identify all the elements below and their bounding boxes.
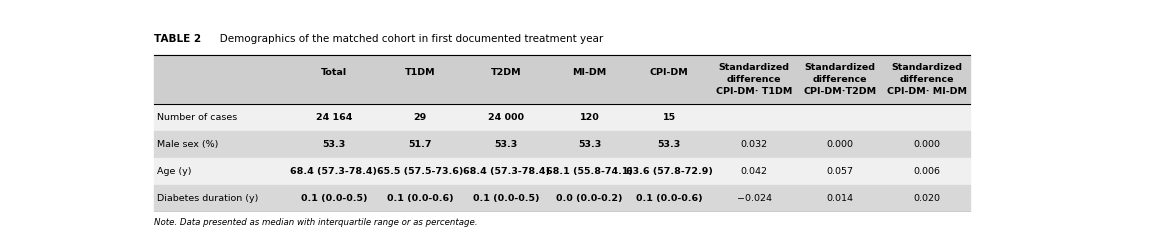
Text: 0.1 (0.0-0.5): 0.1 (0.0-0.5)	[473, 194, 539, 203]
Text: 68.4 (57.3-78.4): 68.4 (57.3-78.4)	[462, 167, 550, 176]
Text: 51.7: 51.7	[408, 140, 432, 149]
Text: 0.042: 0.042	[741, 167, 768, 176]
Text: Diabetes duration (y): Diabetes duration (y)	[157, 194, 259, 203]
Text: Standardized
difference
CPI-DM· MI-DM: Standardized difference CPI-DM· MI-DM	[887, 63, 966, 96]
Text: Age (y): Age (y)	[157, 167, 192, 176]
Text: 0.020: 0.020	[913, 194, 940, 203]
Text: Note. Data presented as median with interquartile range or as percentage.: Note. Data presented as median with inte…	[153, 218, 477, 227]
Bar	[153, 158, 970, 185]
Text: Demographics of the matched cohort in first documented treatment year: Demographics of the matched cohort in fi…	[209, 34, 603, 44]
Text: 0.000: 0.000	[827, 140, 854, 149]
Text: 0.014: 0.014	[827, 194, 854, 203]
Text: 65.5 (57.5-73.6): 65.5 (57.5-73.6)	[377, 167, 463, 176]
Text: 15: 15	[662, 113, 675, 122]
Text: 68.4 (57.3-78.4): 68.4 (57.3-78.4)	[290, 167, 378, 176]
Text: 63.6 (57.8-72.9): 63.6 (57.8-72.9)	[626, 167, 713, 176]
Bar	[153, 104, 970, 131]
Text: Standardized
difference
CPI-DM·T2DM: Standardized difference CPI-DM·T2DM	[804, 63, 878, 96]
Text: 0.032: 0.032	[741, 140, 768, 149]
Text: Number of cases: Number of cases	[157, 113, 238, 122]
Text: Male sex (%): Male sex (%)	[157, 140, 219, 149]
Text: Total: Total	[321, 68, 347, 77]
Text: 68.1 (55.8-74.1): 68.1 (55.8-74.1)	[546, 167, 633, 176]
Text: Standardized
difference
CPI-DM· T1DM: Standardized difference CPI-DM· T1DM	[716, 63, 792, 96]
Text: 0.1 (0.0-0.6): 0.1 (0.0-0.6)	[635, 194, 702, 203]
Text: 53.3: 53.3	[658, 140, 681, 149]
Text: MI-DM: MI-DM	[572, 68, 607, 77]
Text: 120: 120	[580, 113, 599, 122]
Text: 0.000: 0.000	[913, 140, 940, 149]
Bar	[153, 55, 970, 104]
Text: 0.006: 0.006	[913, 167, 940, 176]
Text: 53.3: 53.3	[495, 140, 518, 149]
Text: 53.3: 53.3	[578, 140, 601, 149]
Text: 0.0 (0.0-0.2): 0.0 (0.0-0.2)	[557, 194, 622, 203]
Text: 0.1 (0.0-0.6): 0.1 (0.0-0.6)	[387, 194, 454, 203]
Text: 53.3: 53.3	[322, 140, 345, 149]
Text: CPI-DM: CPI-DM	[649, 68, 688, 77]
Text: 0.1 (0.0-0.5): 0.1 (0.0-0.5)	[301, 194, 367, 203]
Text: 0.057: 0.057	[827, 167, 854, 176]
Bar	[153, 131, 970, 158]
Text: T2DM: T2DM	[491, 68, 522, 77]
Text: T1DM: T1DM	[405, 68, 435, 77]
Text: −0.024: −0.024	[737, 194, 772, 203]
Text: 24 000: 24 000	[488, 113, 524, 122]
Text: 24 164: 24 164	[316, 113, 352, 122]
Text: TABLE 2: TABLE 2	[153, 34, 200, 44]
Bar	[153, 185, 970, 212]
Text: 29: 29	[413, 113, 427, 122]
